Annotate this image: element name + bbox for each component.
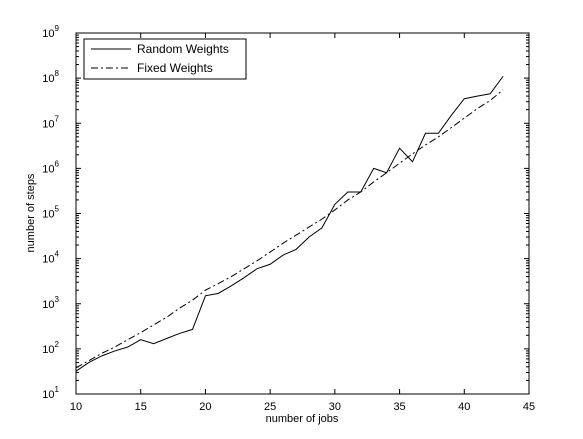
x-axis-label: number of jobs [266,413,339,425]
y-axis-label: number of steps [25,173,37,252]
y-tick-label: 107 [42,114,59,130]
legend-box [83,38,247,80]
x-tick-label: 30 [329,401,341,413]
x-tick-label: 40 [458,401,470,413]
x-tick-label: 15 [135,401,147,413]
x-tick-label: 20 [199,401,211,413]
legend-label-random-weights: Random Weights [137,42,229,56]
x-tick-label: 45 [523,401,535,413]
series-layer [75,75,504,372]
series-line-fixed-weights [75,89,504,369]
x-tick-label: 10 [70,401,82,413]
x-tick-label: 25 [264,401,276,413]
y-tick-label: 109 [42,24,59,40]
y-tick-label: 102 [42,340,59,356]
series-line-random-weights [75,75,504,372]
plot-area [75,32,530,395]
legend: Random Weights Fixed Weights [83,38,247,80]
legend-label-fixed-weights: Fixed Weights [137,61,213,75]
y-tick-label: 101 [42,385,59,401]
ticks-layer: 10 15 20 25 30 35 40 45 101 102 103 104 105 106 107 108… [42,24,535,413]
y-tick-label: 104 [42,250,59,266]
y-tick-label: 105 [42,205,59,221]
y-tick-label: 106 [42,159,59,175]
x-tick-label: 35 [393,401,405,413]
y-tick-label: 103 [42,295,59,311]
y-tick-label: 108 [42,69,59,85]
